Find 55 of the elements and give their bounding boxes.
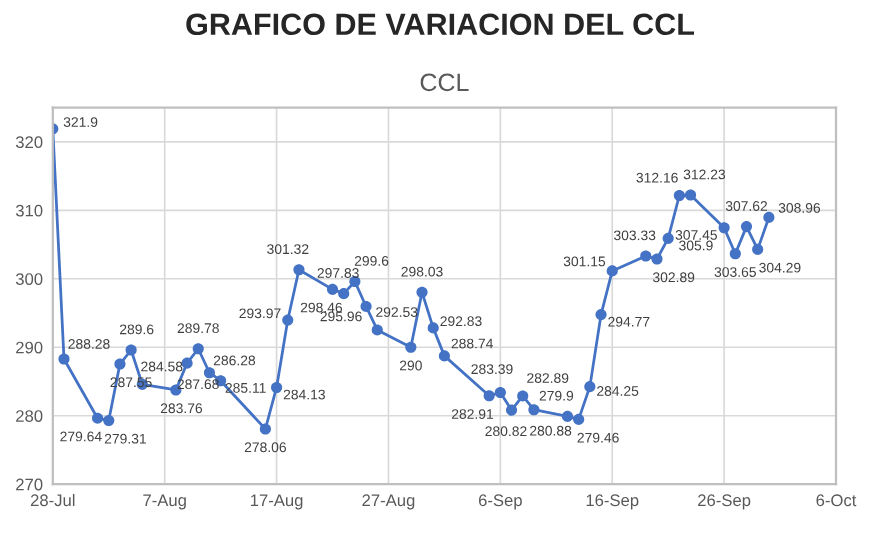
chart-title: GRAFICO DE VARIACION DEL CCL <box>186 13 694 36</box>
point <box>405 341 417 353</box>
point <box>360 300 372 312</box>
point <box>584 381 596 393</box>
point <box>729 248 741 260</box>
point <box>103 414 115 427</box>
x-tick-label: 6-Sep <box>478 494 522 510</box>
point <box>125 344 137 356</box>
point <box>438 350 450 362</box>
point <box>752 243 764 255</box>
x-tick-label: 6-Oct <box>816 494 857 507</box>
point <box>595 309 607 321</box>
point <box>416 286 428 298</box>
point <box>427 322 439 334</box>
point <box>494 386 506 399</box>
point <box>203 367 215 379</box>
x-tick-label: 27-Aug <box>362 494 415 510</box>
point <box>573 413 585 425</box>
point <box>673 189 685 202</box>
x-tick-label: 26-Sep <box>698 494 751 510</box>
y-tick-label: 320 <box>15 136 43 149</box>
point <box>561 410 574 422</box>
point <box>58 353 70 365</box>
point <box>662 232 674 244</box>
point <box>763 211 775 223</box>
point <box>271 381 283 393</box>
point <box>259 423 271 435</box>
x-tick-label: 16-Sep <box>586 494 639 510</box>
point <box>718 222 730 234</box>
point <box>483 390 495 402</box>
chart-subtitle: CCL <box>420 73 469 92</box>
point <box>326 283 339 295</box>
y-tick-label: 270 <box>16 478 43 491</box>
point <box>740 221 753 233</box>
point <box>282 314 294 326</box>
point <box>640 250 652 262</box>
point <box>517 390 529 402</box>
y-tick-label: 280 <box>16 410 43 422</box>
point <box>528 404 540 416</box>
point <box>338 288 350 300</box>
point <box>114 358 126 370</box>
point <box>606 265 618 277</box>
y-tick-label: 310 <box>15 204 43 217</box>
point <box>651 253 663 265</box>
point <box>505 404 518 416</box>
point <box>371 324 383 336</box>
point <box>192 343 204 355</box>
x-tick-label: 7-Aug <box>143 494 186 510</box>
y-tick-label: 300 <box>15 273 43 285</box>
y-tick-label: 290 <box>16 341 43 354</box>
point <box>293 264 305 276</box>
x-tick-label: 17-Aug <box>250 494 303 510</box>
point <box>684 189 697 201</box>
x-tick-label: 28-Jul <box>30 493 75 507</box>
point <box>92 412 104 424</box>
